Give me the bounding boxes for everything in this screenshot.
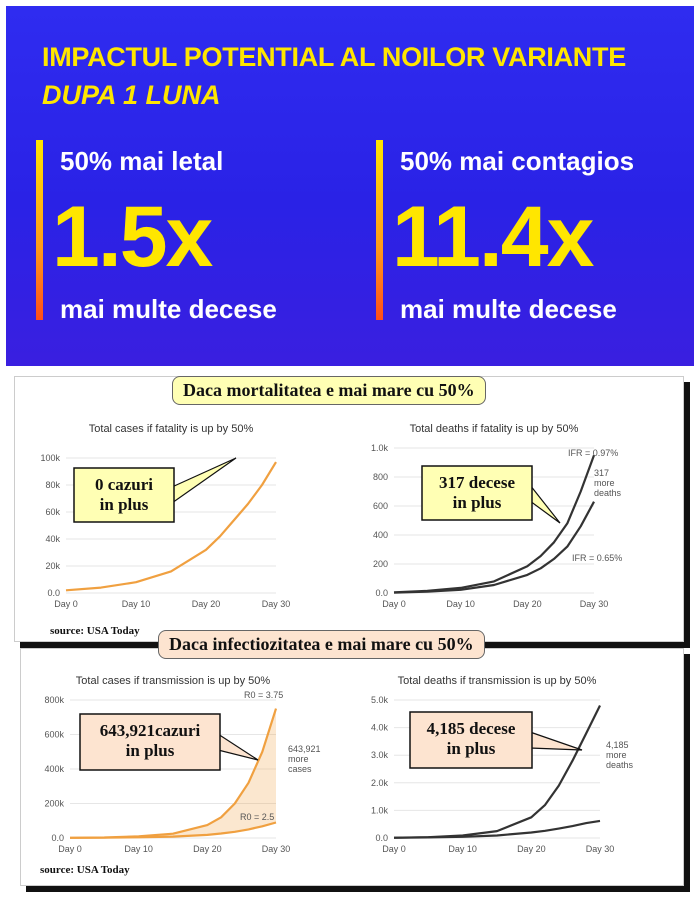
y-tick-label: 0.0	[51, 833, 64, 843]
x-tick-label: Day 30	[580, 599, 609, 609]
right-accent-bar	[376, 140, 383, 320]
y-tick-label: 20k	[45, 561, 60, 571]
x-tick-label: Day 0	[58, 844, 82, 854]
y-tick-label: 3.0k	[371, 750, 389, 760]
chart-annotation: deaths	[594, 488, 622, 498]
chart-total-cases-fatality: Total cases if fatality is up by 50% 0.0 2…	[26, 418, 326, 618]
series-label: IFR = 0.97%	[568, 448, 618, 458]
callout-pointer	[530, 485, 560, 523]
callout-pointer	[172, 458, 236, 503]
left-accent-bar	[36, 140, 43, 320]
x-tick-label: Day 30	[262, 599, 291, 609]
y-tick-label: 800k	[44, 695, 64, 705]
y-tick-label: 400k	[44, 764, 64, 774]
x-tick-label: Day 30	[586, 844, 615, 854]
x-tick-label: Day 10	[446, 599, 475, 609]
transmission-source: source: USA Today	[40, 864, 130, 876]
banner-subtitle: DUPA 1 LUNA	[42, 80, 221, 111]
x-tick-label: Day 10	[122, 599, 151, 609]
y-tick-label: 0.0	[375, 833, 388, 843]
callout-text: in plus	[447, 739, 496, 758]
right-stat-foot: mai multe decese	[400, 294, 617, 325]
callout-text: in plus	[126, 741, 175, 760]
chart-annotation: cases	[288, 764, 312, 774]
chart-total-deaths-transmission: Total deaths if transmission is up by 50…	[350, 670, 670, 860]
x-tick-label: Day 10	[124, 844, 153, 854]
y-tick-label: 200	[373, 559, 388, 569]
chart-total-deaths-fatality: Total deaths if fatality is up by 50% 0.0…	[350, 418, 670, 618]
y-tick-label: 100k	[40, 453, 60, 463]
banner-title: IMPACTUL POTENTIAL AL NOILOR VARIANTE	[42, 42, 626, 73]
x-tick-label: Day 20	[192, 599, 221, 609]
chart-annotation: 4,185	[606, 740, 629, 750]
x-tick-label: Day 0	[382, 599, 406, 609]
x-tick-label: Day 20	[193, 844, 222, 854]
chart-title: Total cases if fatality is up by 50%	[89, 423, 254, 435]
x-tick-label: Day 30	[262, 844, 291, 854]
chart-total-cases-transmission: Total cases if transmission is up by 50%…	[26, 670, 346, 860]
callout-pointer	[530, 732, 582, 750]
callout-text: 4,185 decese	[427, 719, 516, 738]
right-stat-value: 11.4x	[392, 194, 592, 280]
callout-text: in plus	[453, 493, 502, 512]
chart-annotation: more	[606, 750, 627, 760]
y-tick-label: 4.0k	[371, 723, 389, 733]
callout-text: in plus	[100, 495, 149, 514]
fatality-section-title: Daca mortalitatea e mai mare cu 50%	[172, 376, 486, 405]
chart-annotation: more	[594, 478, 615, 488]
right-stat-head: 50% mai contagios	[400, 146, 634, 177]
y-tick-label: 2.0k	[371, 778, 389, 788]
y-tick-label: 40k	[45, 534, 60, 544]
y-tick-label: 400	[373, 530, 388, 540]
left-stat-foot: mai multe decese	[60, 294, 277, 325]
fatality-source: source: USA Today	[50, 625, 140, 637]
y-tick-label: 600k	[44, 730, 64, 740]
y-tick-label: 0.0	[375, 588, 388, 598]
y-tick-label: 80k	[45, 480, 60, 490]
y-tick-label: 1.0k	[371, 443, 389, 453]
x-tick-label: Day 0	[54, 599, 78, 609]
headline-banner: IMPACTUL POTENTIAL AL NOILOR VARIANTE DU…	[6, 6, 694, 366]
chart-annotation: 317	[594, 468, 609, 478]
x-tick-label: Day 20	[517, 844, 546, 854]
series-line	[394, 821, 600, 838]
x-tick-label: Day 0	[382, 844, 406, 854]
y-tick-label: 60k	[45, 507, 60, 517]
callout-text: 317 decese	[439, 473, 515, 492]
callout-text: 0 cazuri	[95, 475, 153, 494]
chart-annotation: more	[288, 754, 309, 764]
y-tick-label: 1.0k	[371, 805, 389, 815]
chart-annotation: deaths	[606, 760, 634, 770]
x-tick-label: Day 20	[513, 599, 542, 609]
y-tick-label: 800	[373, 472, 388, 482]
left-stat-value: 1.5x	[52, 194, 211, 280]
callout-pointer	[218, 734, 258, 760]
series-label: R0 = 2.5	[240, 812, 274, 822]
y-tick-label: 200k	[44, 799, 64, 809]
left-stat-head: 50% mai letal	[60, 146, 223, 177]
y-tick-label: 5.0k	[371, 695, 389, 705]
y-tick-label: 0.0	[47, 588, 60, 598]
y-tick-label: 600	[373, 501, 388, 511]
series-label: IFR = 0.65%	[572, 553, 622, 563]
chart-title: Total cases if transmission is up by 50%	[76, 675, 271, 687]
callout-text: 643,921cazuri	[100, 721, 201, 740]
x-tick-label: Day 10	[448, 844, 477, 854]
series-label: R0 = 3.75	[244, 690, 283, 700]
chart-annotation: 643,921	[288, 744, 321, 754]
chart-title: Total deaths if transmission is up by 50…	[398, 675, 597, 687]
chart-title: Total deaths if fatality is up by 50%	[410, 423, 579, 435]
transmission-section-title: Daca infectiozitatea e mai mare cu 50%	[158, 630, 485, 659]
